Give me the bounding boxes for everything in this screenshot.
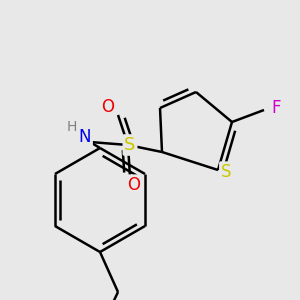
Text: O: O <box>101 98 115 116</box>
Text: S: S <box>221 163 231 181</box>
Text: O: O <box>128 176 140 194</box>
Text: S: S <box>124 136 136 154</box>
Text: F: F <box>271 99 281 117</box>
Text: H: H <box>67 120 77 134</box>
Text: N: N <box>79 128 91 146</box>
